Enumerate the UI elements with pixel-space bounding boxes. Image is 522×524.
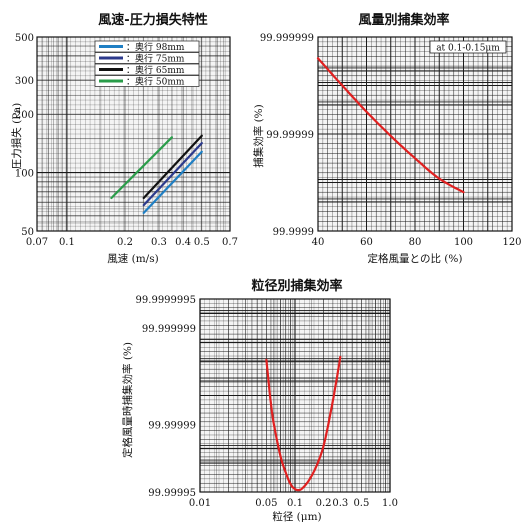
x-tick-label: 0.07 bbox=[26, 237, 48, 248]
annotation: at 0.1-0.15μm bbox=[436, 44, 500, 54]
y-axis-label: 定格風量時捕集効率 (%) bbox=[121, 342, 134, 458]
y-tick-label: 50 bbox=[21, 227, 34, 238]
x-tick-label: 0.2 bbox=[316, 498, 332, 509]
legend-label: ：奥行 65mm bbox=[126, 64, 185, 76]
chart-title: 風速-圧力損失特性 bbox=[98, 12, 207, 28]
x-tick-label: 0.1 bbox=[287, 498, 303, 509]
y-tick-label: 99.9999995 bbox=[136, 295, 196, 306]
legend-item bbox=[94, 63, 200, 76]
y-tick-label: 99.999999 bbox=[142, 324, 196, 335]
x-tick-label: 0.1 bbox=[59, 237, 75, 248]
chart-title: 粒径別捕集効率 bbox=[251, 278, 342, 294]
x-axis-label: 風速 (m/s) bbox=[107, 253, 158, 265]
legend-label: ：奥行 98mm bbox=[126, 41, 185, 53]
y-tick-label: 300 bbox=[15, 76, 34, 87]
legend: ：奥行 98mm：奥行 75mm：奥行 65mm：奥行 50mm bbox=[94, 40, 200, 88]
series-line bbox=[142, 142, 203, 207]
chart-efficiency-by-particle-size: 粒径別捕集効率 0.01 0.05 0.1 0.2 0.3 0.5 1.0 99.99995… bbox=[121, 278, 398, 523]
y-tick-label: 99.9999 bbox=[273, 227, 314, 238]
x-tick-label: 120 bbox=[502, 237, 521, 248]
x-axis-label: 定格風量との比 (%) bbox=[368, 252, 463, 265]
legend-item bbox=[94, 52, 200, 64]
plot-border bbox=[36, 36, 231, 232]
x-tick-label: 0.4 bbox=[175, 237, 191, 248]
x-tick-label: 80 bbox=[409, 237, 422, 248]
legend-item bbox=[94, 75, 200, 87]
series-line bbox=[142, 150, 203, 214]
x-tick-label: 60 bbox=[360, 237, 373, 248]
chart-pressure-loss: 風速-圧力損失特性 ：奥行 98mm：奥行 75mm：奥行 65mm：奥行 50… bbox=[10, 12, 238, 265]
plot-border bbox=[317, 36, 513, 232]
x-tick-label: 1.0 bbox=[382, 498, 398, 509]
y-axis-label: 圧力損失 (Pa) bbox=[10, 103, 23, 169]
y-tick-label: 500 bbox=[15, 33, 34, 44]
x-tick-label: 0.5 bbox=[353, 498, 369, 509]
x-tick-label: 0.7 bbox=[222, 237, 238, 248]
legend-label: ：奥行 75mm bbox=[126, 53, 185, 65]
y-tick-label: 99.99999 bbox=[266, 130, 314, 141]
y-tick-label: 99.999999 bbox=[260, 33, 314, 44]
x-tick-label: 0.3 bbox=[151, 237, 167, 248]
x-tick-label: 0.01 bbox=[189, 498, 211, 509]
y-axis-label: 捕集効率 (%) bbox=[252, 104, 265, 168]
chart-title: 風量別捕集効率 bbox=[358, 12, 449, 28]
x-tick-label: 100 bbox=[454, 237, 473, 248]
x-tick-label: 40 bbox=[312, 237, 325, 248]
y-tick-label: 99.99995 bbox=[148, 488, 196, 499]
series-line bbox=[142, 134, 203, 200]
x-tick-label: 0.05 bbox=[255, 498, 277, 509]
series-line bbox=[110, 136, 173, 200]
x-tick-label: 0.5 bbox=[194, 237, 210, 248]
legend-item bbox=[94, 40, 200, 53]
x-tick-label: 0.3 bbox=[332, 498, 348, 509]
y-tick-label: 200 bbox=[15, 110, 34, 121]
series-line bbox=[316, 57, 465, 194]
y-tick-label: 99.99999 bbox=[148, 420, 196, 431]
x-axis-label: 粒径 (μm) bbox=[272, 510, 321, 523]
chart-efficiency-by-airflow: 風量別捕集効率 at 0.1-0.15μm 40 60 80 100 120 99.99… bbox=[252, 12, 522, 265]
plot-border bbox=[199, 298, 391, 493]
x-tick-label: 0.2 bbox=[117, 237, 133, 248]
annotation-box bbox=[429, 40, 507, 54]
series-line bbox=[265, 355, 342, 492]
y-tick-label: 100 bbox=[15, 169, 34, 180]
legend-label: ：奥行 50mm bbox=[126, 76, 185, 88]
